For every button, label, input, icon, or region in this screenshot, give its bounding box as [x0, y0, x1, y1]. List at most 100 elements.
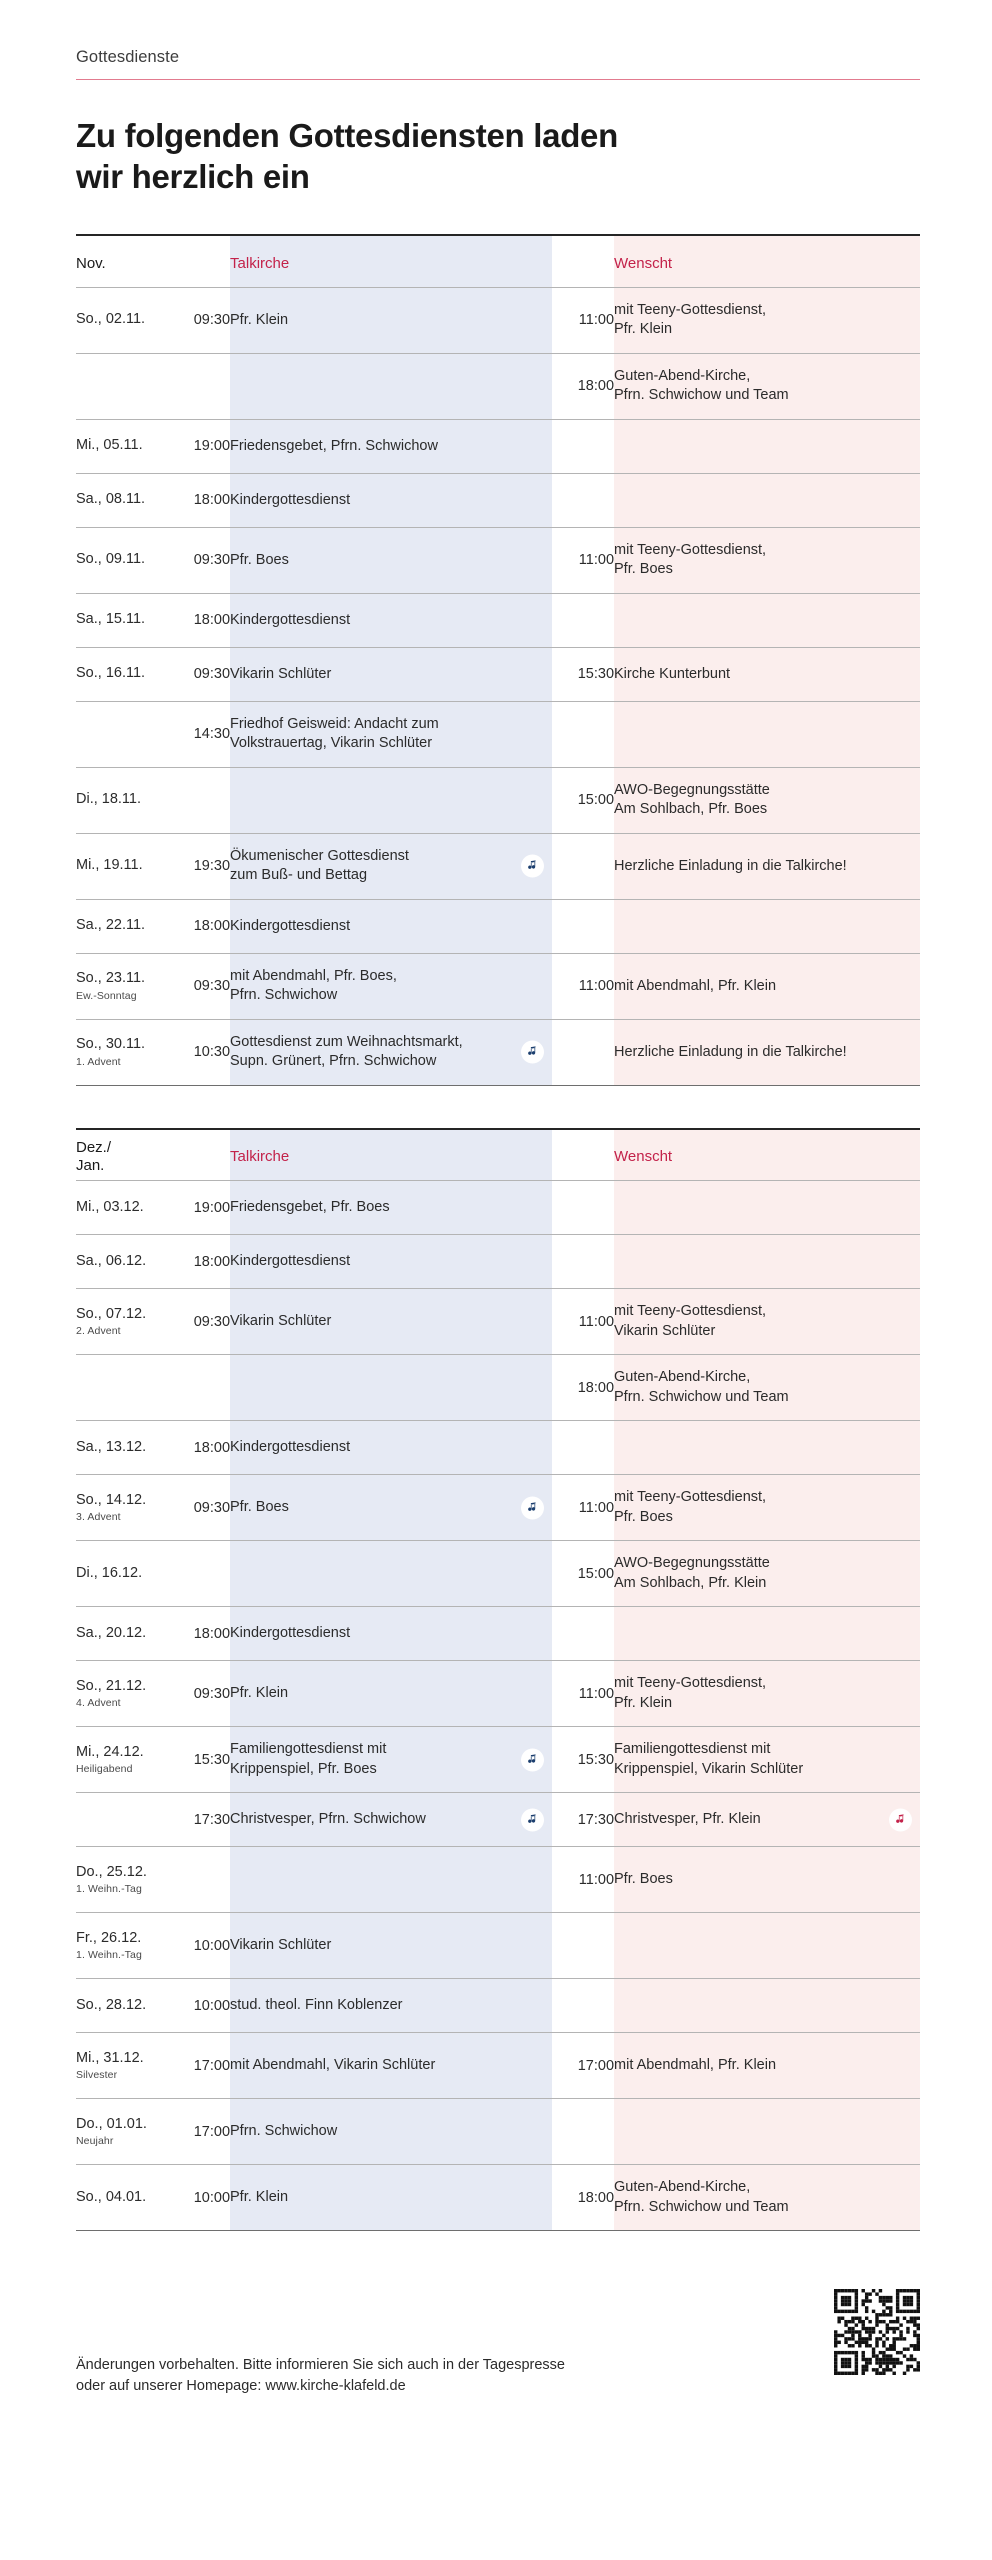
wenscht-entry: Pfr. Boes	[614, 1846, 921, 1913]
row-date: So., 07.12. 2. Advent	[76, 1288, 170, 1355]
music-note-blue-icon	[521, 1040, 545, 1064]
wenscht-entry: mit Teeny-Gottesdienst, Pfr. Klein	[614, 1660, 921, 1727]
page-title-line2: wir herzlich ein	[76, 158, 310, 196]
table-bottom-rule	[76, 1084, 921, 1086]
column-header-wenscht: Wenscht	[614, 1127, 921, 1181]
row-date-subtitle: 4. Advent	[76, 1697, 121, 1709]
wenscht-time	[552, 592, 615, 648]
table-row: 17:30 Christvesper, Pfrn. Schwichow 17:30 C…	[76, 1792, 921, 1847]
talkirche-time: 18:00	[170, 898, 231, 954]
table-row: Sa., 13.12. 18:00 Kindergottesdienst	[76, 1420, 921, 1475]
wenscht-entry	[614, 1234, 921, 1289]
table-row: Sa., 20.12. 18:00 Kindergottesdienst	[76, 1606, 921, 1661]
row-date: Sa., 15.11.	[76, 592, 170, 648]
talkirche-time: 10:00	[170, 1912, 231, 1979]
talkirche-time: 10:00	[170, 1978, 231, 2033]
page-title-line1: Zu folgenden Gottesdiensten laden	[76, 117, 618, 155]
wenscht-time: 11:00	[552, 286, 615, 354]
column-header-wenscht: Wenscht	[614, 234, 921, 288]
row-date: So., 23.11. Ew.-Sonntag	[76, 952, 170, 1020]
talkirche-entry: Christvesper, Pfrn. Schwichow	[230, 1792, 553, 1847]
table-row: So., 23.11. Ew.-Sonntag 09:30 mit Abendmahl…	[76, 952, 921, 1020]
table-header-row: Nov. Talkirche Wenscht	[76, 234, 921, 288]
table-row: 18:00 Guten-Abend-Kirche, Pfrn. Schwichow …	[76, 352, 921, 420]
row-date: Mi., 24.12. Heiligabend	[76, 1726, 170, 1793]
wenscht-time	[552, 1420, 615, 1475]
row-date	[76, 1792, 170, 1847]
wenscht-entry: mit Abendmahl, Pfr. Klein	[614, 952, 921, 1020]
wenscht-entry	[614, 1180, 921, 1235]
talkirche-time: 18:00	[170, 1606, 231, 1661]
schedule-table: Dez./Jan. Talkirche Wenscht Mi., 03.12. 19:0…	[76, 1127, 921, 2232]
month-label: Dez./Jan.	[76, 1127, 231, 1181]
talkirche-time	[170, 766, 231, 834]
row-date: So., 30.11. 1. Advent	[76, 1018, 170, 1086]
row-date: Sa., 06.12.	[76, 1234, 170, 1289]
talkirche-time: 15:30	[170, 1726, 231, 1793]
table-header-row: Dez./Jan. Talkirche Wenscht	[76, 1127, 921, 1181]
table-row: 18:00 Guten-Abend-Kirche, Pfrn. Schwichow …	[76, 1354, 921, 1421]
wenscht-time	[552, 472, 615, 528]
table-row: Mi., 31.12. Silvester 17:00 mit Abendmahl, …	[76, 2032, 921, 2099]
row-date-subtitle: 1. Weihn.-Tag	[76, 1949, 142, 1961]
wenscht-time: 17:30	[552, 1792, 615, 1847]
wenscht-time: 11:00	[552, 1474, 615, 1541]
wenscht-entry: Kirche Kunterbunt	[614, 646, 921, 702]
table-row: So., 09.11. 09:30 Pfr. Boes 11:00 mit Teeny-…	[76, 526, 921, 594]
talkirche-entry: Familiengottesdienst mit Krippenspiel, Pf…	[230, 1726, 553, 1793]
schedule-tables: Nov. Talkirche Wenscht So., 02.11. 09:30 Pfr.…	[0, 234, 992, 2232]
wenscht-time: 18:00	[552, 2164, 615, 2231]
wenscht-time: 15:00	[552, 766, 615, 834]
wenscht-time	[552, 418, 615, 474]
talkirche-time: 09:30	[170, 1288, 231, 1355]
talkirche-entry: Vikarin Schlüter	[230, 1288, 553, 1355]
row-date-subtitle: 3. Advent	[76, 1511, 121, 1523]
talkirche-entry: Pfr. Klein	[230, 286, 553, 354]
music-note-blue-icon	[521, 1808, 545, 1832]
wenscht-time: 15:00	[552, 1540, 615, 1607]
talkirche-entry	[230, 1846, 553, 1913]
talkirche-entry: Friedhof Geisweid: Andacht zum Volkstraue…	[230, 700, 553, 768]
talkirche-time: 19:00	[170, 1180, 231, 1235]
talkirche-entry: Kindergottesdienst	[230, 472, 553, 528]
talkirche-time: 18:00	[170, 1420, 231, 1475]
spacer-col-header	[552, 234, 615, 288]
wenscht-time: 11:00	[552, 1288, 615, 1355]
qr-code-icon	[834, 2289, 920, 2397]
table-row: So., 16.11. 09:30 Vikarin Schlüter 15:30 Kir…	[76, 646, 921, 702]
kicker-label: Gottesdienste	[76, 48, 180, 66]
table-row: Mi., 05.11. 19:00 Friedensgebet, Pfrn. Sch…	[76, 418, 921, 474]
row-date: Sa., 13.12.	[76, 1420, 170, 1475]
table-row: So., 21.12. 4. Advent 09:30 Pfr. Klein 11:00…	[76, 1660, 921, 1727]
table-row: 14:30 Friedhof Geisweid: Andacht zum Volks…	[76, 700, 921, 768]
talkirche-entry: Pfr. Boes	[230, 1474, 553, 1541]
wenscht-entry	[614, 1978, 921, 2033]
wenscht-entry	[614, 700, 921, 768]
row-date-subtitle: 2. Advent	[76, 1325, 121, 1337]
music-note-blue-icon	[521, 1748, 545, 1772]
talkirche-entry: Friedensgebet, Pfrn. Schwichow	[230, 418, 553, 474]
wenscht-entry: Herzliche Einladung in die Talkirche!	[614, 1018, 921, 1086]
table-row: Mi., 24.12. Heiligabend 15:30 Familiengotte…	[76, 1726, 921, 1793]
row-date: Sa., 22.11.	[76, 898, 170, 954]
row-date: So., 04.01.	[76, 2164, 170, 2231]
row-date-subtitle: Neujahr	[76, 2135, 114, 2147]
wenscht-time	[552, 832, 615, 900]
talkirche-entry: mit Abendmahl, Vikarin Schlüter	[230, 2032, 553, 2099]
talkirche-time: 17:00	[170, 2032, 231, 2099]
table-row: Fr., 26.12. 1. Weihn.-Tag 10:00 Vikarin Sch…	[76, 1912, 921, 1979]
talkirche-time: 18:00	[170, 592, 231, 648]
wenscht-entry: AWO-Begegnungsstätte Am Sohlbach, Pfr. Bo…	[614, 766, 921, 834]
wenscht-entry: mit Abendmahl, Pfr. Klein	[614, 2032, 921, 2099]
row-date	[76, 352, 170, 420]
row-date: Do., 01.01. Neujahr	[76, 2098, 170, 2165]
month-label: Nov.	[76, 234, 231, 288]
wenscht-time: 17:00	[552, 2032, 615, 2099]
wenscht-time	[552, 1912, 615, 1979]
row-date: Mi., 05.11.	[76, 418, 170, 474]
table-row: So., 02.11. 09:30 Pfr. Klein 11:00 mit Teeny…	[76, 286, 921, 354]
wenscht-entry: Guten-Abend-Kirche, Pfrn. Schwichow und T…	[614, 1354, 921, 1421]
row-date: Mi., 03.12.	[76, 1180, 170, 1235]
wenscht-entry	[614, 898, 921, 954]
